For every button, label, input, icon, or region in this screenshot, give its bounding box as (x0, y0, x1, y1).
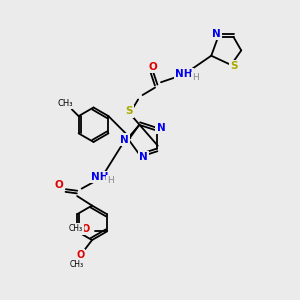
Text: NH: NH (91, 172, 108, 182)
Text: N: N (212, 29, 221, 39)
Text: O: O (81, 224, 89, 234)
Text: N: N (140, 152, 148, 162)
Text: N: N (157, 122, 165, 133)
Text: O: O (54, 180, 63, 190)
Text: CH₃: CH₃ (69, 224, 83, 233)
Text: O: O (148, 62, 157, 72)
Text: S: S (125, 106, 133, 116)
Text: CH₃: CH₃ (58, 99, 73, 108)
Text: H: H (192, 73, 199, 82)
Text: N: N (120, 135, 128, 145)
Text: CH₃: CH₃ (70, 260, 84, 269)
Text: NH: NH (176, 69, 193, 79)
Text: H: H (107, 176, 114, 185)
Text: S: S (230, 61, 238, 71)
Text: O: O (76, 250, 84, 260)
